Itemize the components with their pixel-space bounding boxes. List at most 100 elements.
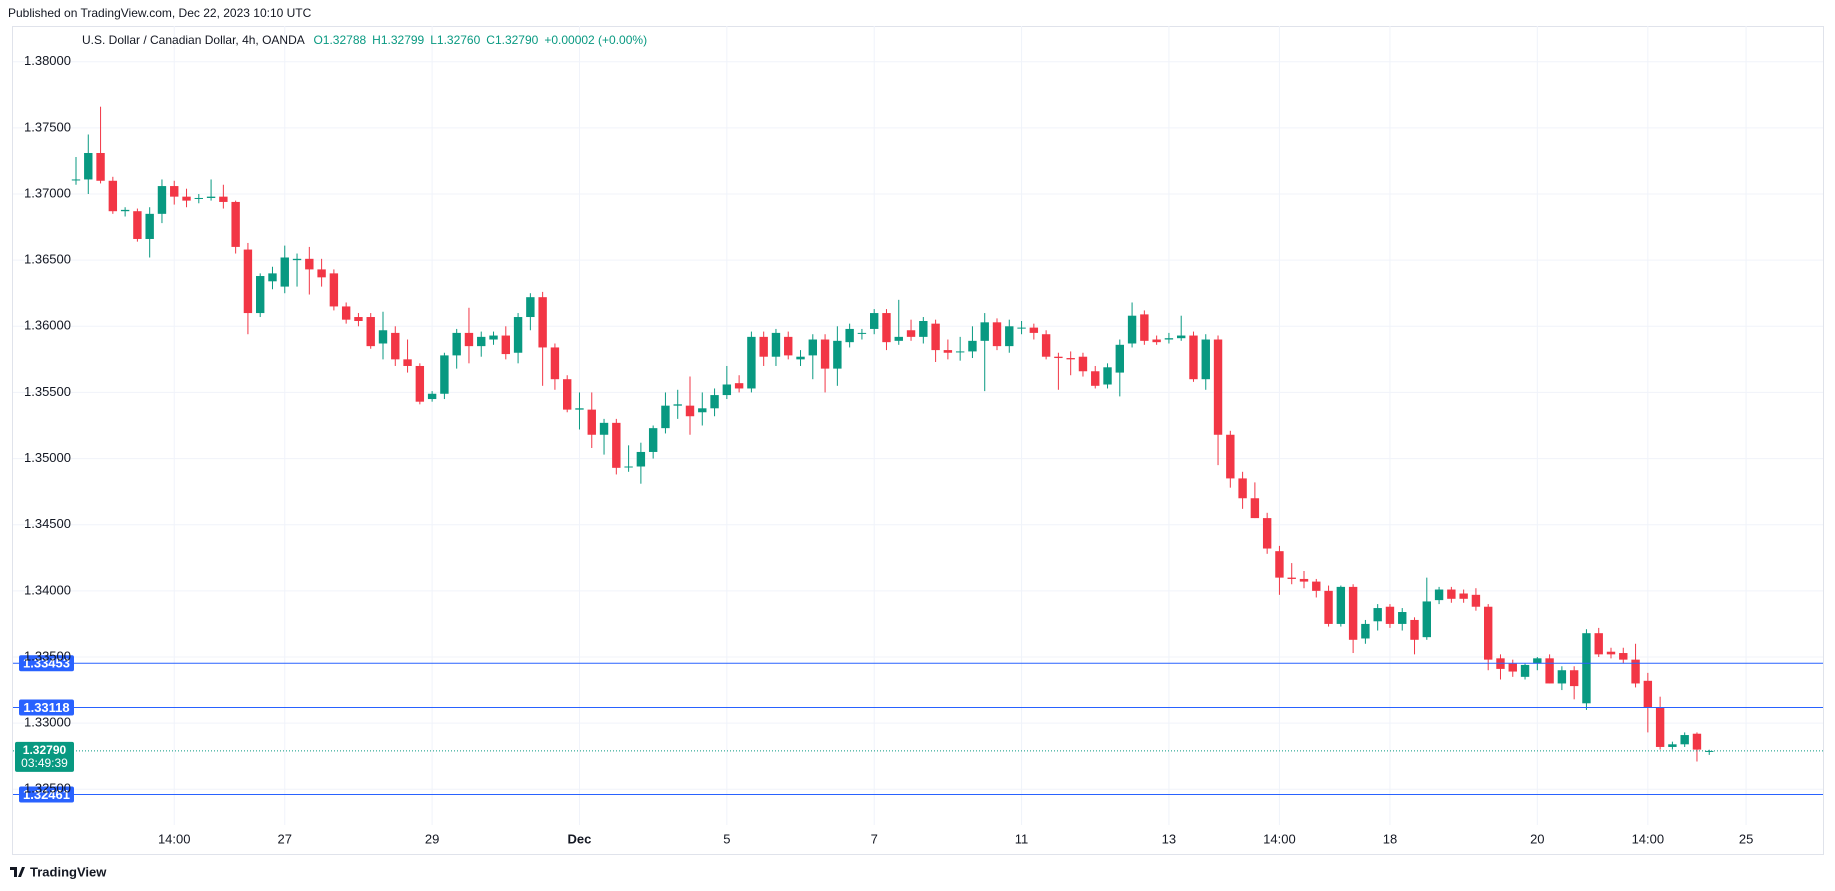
candle-body [1078,356,1088,372]
candle-body [1348,586,1358,640]
candle-body [820,339,830,369]
candle-body [1471,594,1481,607]
candle-body [489,335,498,340]
candle-body [1152,339,1161,343]
candle-body [1594,633,1603,655]
candle-body [1361,623,1370,639]
price-badge [19,655,74,672]
candle-body [1140,314,1149,341]
candle-body [501,335,510,355]
candle-body [1201,339,1210,380]
ohlc-value: O1.32788 [313,33,366,47]
candle-body [845,328,854,343]
candle-body [661,405,670,429]
candle-body [1164,338,1174,340]
candle-body [84,152,93,180]
candle-body [108,180,118,212]
candle-body [1459,593,1468,599]
candle-body [292,258,302,261]
candle-body [575,408,584,410]
candle-body [919,320,928,337]
candle-body [403,359,412,366]
candle-body [931,323,940,351]
candle-body [599,422,609,435]
candle-body [1177,335,1186,339]
candle-body [698,408,707,413]
candle-body [1692,733,1702,750]
x-tick-label: 20 [1530,831,1544,846]
x-tick-label: 14:00 [158,831,191,846]
ohlc-value: L1.32760 [430,33,480,47]
x-tick-label: 14:00 [1263,831,1296,846]
y-tick-label: 1.34000 [24,582,71,597]
candle-body [1520,664,1530,677]
brand-logo: TradingView [10,864,107,879]
candle-body [415,365,425,402]
price-badge-label: 1.33453 [23,656,70,671]
published-note: Published on TradingView.com, Dec 22, 20… [8,6,312,20]
candle-body [1017,327,1026,329]
candle-body [305,258,314,270]
candle-body [685,405,695,417]
x-tick-label: 11 [1015,831,1029,846]
y-tick-label: 1.35000 [24,450,71,465]
y-tick-label: 1.36500 [24,252,71,267]
candle-body [980,322,989,341]
candle-body [538,297,547,348]
y-tick-label: 1.38000 [24,53,71,68]
candle-body [1189,335,1198,380]
candle-body [550,347,560,380]
candle-body [808,339,817,356]
candle-body [771,332,781,357]
candle-body [943,350,953,353]
candle-body [747,336,756,389]
candle-body [391,332,400,360]
y-tick-label: 1.37000 [24,185,71,200]
candle-body [1262,518,1272,549]
candle-body [894,336,903,341]
legend: U.S. Dollar / Canadian Dollar, 4h, OANDA… [82,33,647,47]
candle-body [133,211,142,239]
candle-body [1484,606,1493,660]
x-tick-label: 25 [1739,831,1753,846]
candle-body [1226,434,1235,479]
y-tick-label: 1.33500 [24,648,71,663]
x-tick-label: 14:00 [1632,831,1665,846]
candle-body [587,409,596,435]
candle-body [1631,659,1640,684]
candle-body [870,313,879,329]
candle-body [1103,367,1112,385]
candle-body [354,317,363,321]
candle-body [280,257,289,287]
candle-body [833,340,842,369]
candle-body [1705,750,1714,752]
candle-body [1385,606,1395,624]
countdown: 03:49:39 [21,756,68,770]
candle-body [1091,371,1100,386]
candle-body [1533,658,1542,664]
x-tick-label: 18 [1383,831,1397,846]
y-tick-label: 1.34500 [24,516,71,531]
candle-body [1041,334,1051,357]
chart-frame [12,26,1824,855]
candle-body [526,297,535,318]
candle-body [722,384,732,396]
candle-body [1299,578,1309,582]
last-price-badge [15,741,74,772]
candle-body [1213,339,1223,435]
y-tick-label: 1.37500 [24,119,71,134]
candle-body [464,332,474,347]
x-tick-label: 7 [871,831,878,846]
candle-body [96,152,105,181]
axes: 1.38000 1.37500 1.37000 1.36500 1.36000 1.355… [24,53,1753,846]
candle-body [440,355,449,394]
candle-body [1447,589,1456,599]
y-tick-label: 1.32500 [24,781,71,796]
candle-body [329,273,339,307]
candle-body [1422,601,1431,638]
last-price-label: 1.32790 [23,743,67,757]
y-tick-label: 1.36000 [24,318,71,333]
candle-body [1643,680,1653,708]
